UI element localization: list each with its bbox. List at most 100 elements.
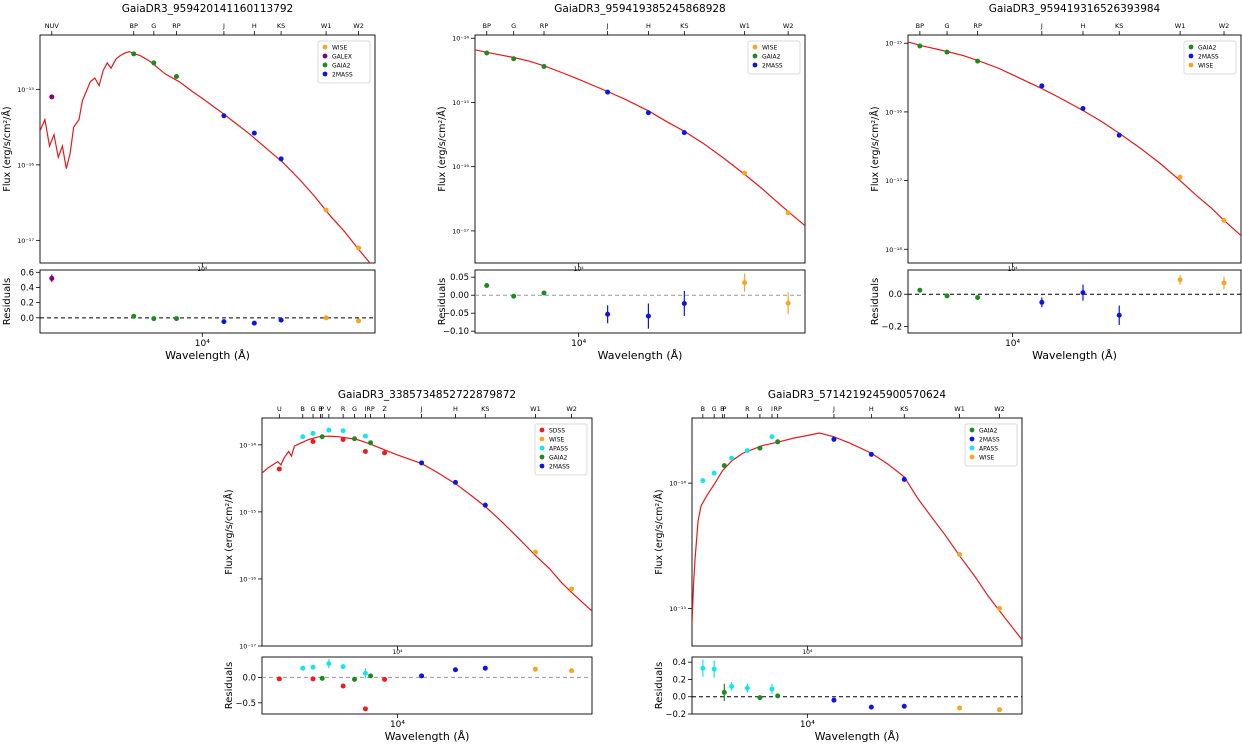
y-tick-label: 10⁻¹⁷ [452,227,469,235]
legend-marker-gaia2 [322,62,328,68]
residual-point-gaia2 [173,316,179,322]
x-axis-label: Wavelength (Å) [598,349,683,362]
residual-point-2mass [419,673,425,679]
flux-point-2mass [419,460,425,466]
chart-title: GaiaDR3_3385734852722879872 [338,389,516,401]
filter-label: G [352,405,357,413]
residual-point-2mass [901,703,907,709]
legend-marker-apass [969,445,975,451]
flux-point-gaia2 [917,43,923,49]
filter-label: W1 [321,22,332,30]
residual-point-apass [340,664,346,670]
residual-point-gaia2 [511,293,517,299]
residual-point-apass [362,670,368,676]
filter-label: G [511,22,516,30]
legend-label: GAIA2 [1198,45,1217,52]
residual-y-tick-label: 0.0 [242,673,256,683]
residual-point-gaia2 [319,675,325,681]
filter-label: Z [382,405,387,413]
filter-label: NUV [45,22,60,30]
filter-label: J [222,22,225,30]
residual-point-wise [323,315,329,321]
legend-marker-2mass [322,71,328,77]
flux-point-gaia2 [944,49,950,55]
legend-label: WISE [762,45,778,52]
filter-label: G [151,22,156,30]
residual-point-2mass [1039,299,1045,305]
residual-y-tick-label: −0.05 [443,309,469,319]
flux-point-gaia2 [757,445,763,451]
flux-point-sdss [310,438,316,444]
filter-label: H [1081,22,1086,30]
filter-label: KS [680,22,688,30]
residual-point-sdss [382,676,388,682]
flux-point-apass [300,434,306,440]
filter-label: W2 [1219,22,1230,30]
residual-point-wise [356,318,362,324]
legend-marker-wise [1188,62,1194,68]
residual-point-galex [49,275,55,281]
y-tick-label: 10⁻¹⁵ [452,99,469,107]
residual-point-wise [1177,277,1183,283]
residual-point-2mass [681,300,687,306]
filter-label: RP [366,405,375,413]
legend-label: 2MASS [762,63,783,70]
legend-marker-2mass [539,463,545,469]
legend-marker-gaia2 [969,427,975,433]
residual-point-sdss [362,706,368,712]
filter-label: R [341,405,346,413]
flux-point-sdss [382,450,388,456]
residual-point-gaia2 [975,294,981,300]
flux-point-2mass [452,479,458,485]
flux-point-gaia2 [975,58,981,64]
residual-point-gaia2 [351,676,357,682]
legend-label: WISE [332,45,348,52]
x-tick-label: 10⁴ [390,720,405,730]
x-tick-label: 10⁴ [802,649,813,656]
residual-point-apass [711,666,717,672]
y-tick-label: 10⁻¹⁷ [239,643,256,651]
legend-marker-gaia2 [1188,44,1194,50]
residual-point-gaia2 [775,693,781,699]
residual-point-apass [326,661,332,667]
x-tick-label: 10⁴ [392,649,403,656]
filter-label: RP [540,22,549,30]
flux-point-2mass [831,436,837,442]
residual-point-gaia2 [151,316,157,322]
residual-y-tick-label: 0.00 [450,291,469,301]
residual-axes-frame [261,656,593,715]
residual-point-2mass [605,311,611,317]
flux-point-2mass [1080,105,1086,111]
filter-label: J [832,405,835,413]
residual-point-gaia2 [541,290,547,296]
residual-y-tick-label: −0.2 [665,710,686,720]
x-axis-label: Wavelength (Å) [1032,349,1117,362]
x-tick-label: 10⁴ [1008,266,1019,273]
flux-point-apass [729,455,735,461]
flux-point-wise [957,552,963,558]
x-tick-label: 10⁴ [800,720,815,730]
legend-marker-galex [322,53,328,59]
residual-point-wise [785,300,791,306]
sed-axes-frame [39,34,376,264]
filter-label: G [945,22,950,30]
residual-point-apass [300,665,306,671]
legend-label: APASS [549,446,568,453]
flux-point-gaia2 [721,463,727,469]
flux-point-gaia2 [319,434,325,440]
sed-panel-2: GaiaDR3_959419385245868928 BP G RP J H KS W1 W2 1… [436,3,806,362]
flux-point-2mass [681,130,687,136]
residual-point-apass [769,686,775,692]
residual-point-gaia2 [484,282,490,288]
filter-label: BP [483,22,491,30]
residual-point-apass [310,664,316,670]
legend-label: GAIA2 [549,455,568,462]
filter-label: RP [973,22,982,30]
residual-point-wise [957,705,963,711]
legend-marker-2mass [969,436,975,442]
flux-point-2mass [278,156,284,162]
residual-axes-frame [691,656,1023,715]
residual-y-tick-label: 0.4 [672,658,686,668]
residual-point-apass [729,683,735,689]
